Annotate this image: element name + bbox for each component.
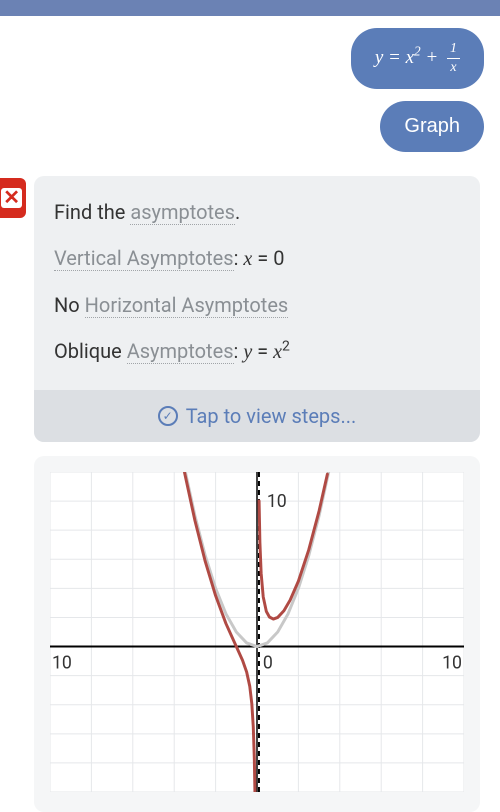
- app-icon-column: ✕: [0, 176, 34, 218]
- svg-text:10: 10: [267, 491, 287, 512]
- action-text: Graph: [404, 115, 460, 138]
- svg-text:0: 0: [263, 652, 273, 673]
- svg-text:10: 10: [52, 652, 72, 673]
- graph-container: 0 10 10 10: [34, 456, 480, 812]
- tap-to-view-steps[interactable]: ✓ Tap to view steps...: [34, 390, 480, 442]
- term-horizontal[interactable]: Horizontal Asymptotes: [85, 293, 289, 318]
- horizontal-line: No Horizontal Asymptotes: [54, 287, 460, 323]
- user-message-action[interactable]: Graph: [380, 101, 484, 152]
- term-oblique[interactable]: Asymptotes: [127, 339, 234, 364]
- vertical-line: Vertical Asymptotes: x = 0: [54, 240, 460, 277]
- mathway-icon: ✕: [0, 178, 26, 218]
- intro-line: Find the asymptotes.: [54, 194, 460, 230]
- result-card: Find the asymptotes. Vertical Asymptotes…: [34, 176, 480, 442]
- term-asymptotes[interactable]: asymptotes: [130, 200, 235, 225]
- term-vertical[interactable]: Vertical Asymptotes: [54, 246, 234, 271]
- header-bar: [0, 0, 500, 16]
- result-body: Find the asymptotes. Vertical Asymptotes…: [34, 176, 480, 390]
- oblique-line: Oblique Asymptotes: y = x2: [54, 333, 460, 370]
- user-message-equation[interactable]: y = x2 + 1x: [351, 28, 484, 89]
- svg-text:10: 10: [442, 652, 462, 673]
- check-icon: ✓: [158, 406, 178, 426]
- result-row: ✕ Find the asymptotes. Vertical Asymptot…: [0, 176, 500, 442]
- chat-messages: y = x2 + 1x Graph: [0, 16, 500, 152]
- steps-label: Tap to view steps...: [186, 404, 357, 428]
- equation-text: y = x2 + 1x: [375, 42, 460, 75]
- graph-plot[interactable]: 0 10 10 10: [50, 472, 464, 792]
